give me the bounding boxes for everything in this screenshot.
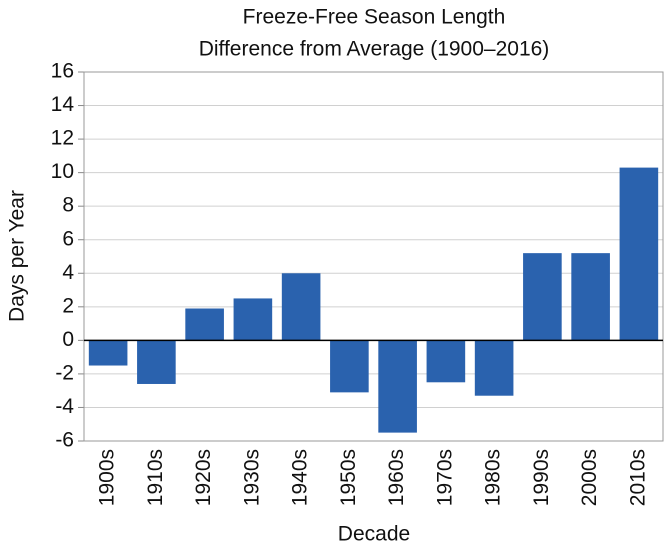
y-tick-label: -2	[55, 361, 74, 384]
bar	[474, 340, 514, 396]
x-axis-label: Decade	[338, 523, 410, 546]
x-tick-label: 1930s	[240, 449, 263, 506]
bar	[523, 253, 562, 341]
y-tick-label: 12	[51, 127, 74, 150]
y-tick-label: 2	[62, 294, 74, 317]
chart-title: Freeze-Free Season Length	[243, 6, 506, 29]
y-tick-label: 4	[62, 261, 74, 284]
x-tick-label: 1990s	[530, 449, 553, 506]
y-tick-label: 16	[51, 60, 74, 83]
x-tick-label: 1900s	[96, 449, 119, 506]
y-tick-label: 6	[62, 227, 74, 250]
y-tick-label: 0	[62, 328, 74, 351]
plot-border	[83, 71, 664, 442]
x-tick-label: 1960s	[385, 449, 408, 506]
chart-subtitle: Difference from Average (1900–2016)	[199, 38, 550, 61]
x-tick-label: 1910s	[144, 449, 167, 506]
x-tick-label: 2000s	[578, 449, 601, 506]
bar	[330, 340, 369, 393]
bar	[137, 340, 176, 384]
y-tick-label: -4	[55, 395, 74, 418]
y-tick-label: 10	[51, 160, 74, 183]
y-tick-label: 14	[51, 93, 75, 116]
x-tick-label: 1940s	[289, 449, 312, 506]
bar	[281, 273, 321, 341]
x-tick-label: 1980s	[482, 449, 505, 506]
x-tick-label: 2010s	[626, 449, 649, 506]
x-tick-label: 1970s	[433, 449, 456, 506]
bar	[571, 253, 610, 341]
bar	[233, 298, 273, 341]
bar	[88, 340, 128, 366]
x-tick-label: 1950s	[337, 449, 360, 506]
y-tick-label: 8	[62, 194, 74, 217]
bar	[378, 340, 417, 433]
y-axis-label: Days per Year	[6, 190, 29, 322]
bar	[426, 340, 466, 383]
y-tick-label: -6	[55, 429, 74, 452]
bar	[619, 167, 659, 341]
x-tick-label: 1920s	[192, 449, 215, 506]
bar	[185, 308, 224, 341]
